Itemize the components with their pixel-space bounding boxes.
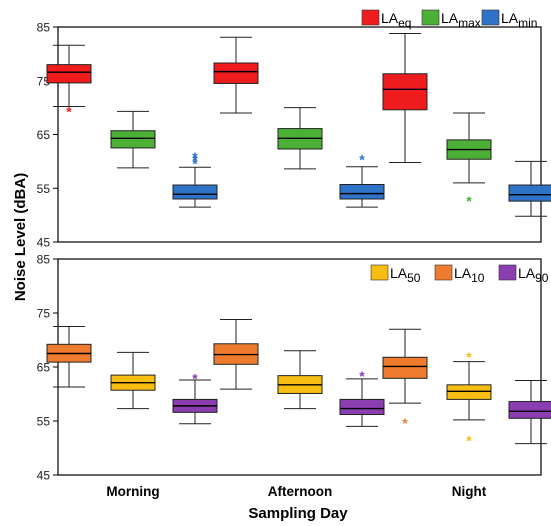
boxplot-la90-afternoon: * [339,368,385,427]
boxplot-lamin-afternoon: * [339,152,385,208]
box-iqr [46,64,92,84]
legend-label-lamax: LAmax [441,10,481,30]
outlier-marker: * [402,415,408,431]
legend-label-lamin: LAmin [501,10,537,30]
y-tick-label: 45 [37,236,51,250]
outlier-marker: * [66,103,72,119]
box-iqr [213,62,259,84]
y-tick-label: 65 [37,128,51,142]
legend-label-la90: LA90 [518,265,549,285]
boxplot-lamin-night [508,160,551,217]
box-iqr [382,73,428,111]
boxplot-la10-afternoon [213,318,259,390]
y-tick-label: 65 [37,361,51,375]
boxplot-laeq-morning: * [46,44,92,119]
x-category-label: Morning [106,484,159,499]
box-iqr [508,184,551,202]
outlier-marker: * [466,432,472,448]
boxplot-la10-morning [46,326,92,388]
outlier-marker: * [192,155,198,171]
box-iqr [446,384,492,400]
y-tick-label: 85 [37,253,51,267]
legend-swatch-lamax [421,9,440,26]
x-axis-label: Sampling Day [248,505,348,521]
boxplot-lamax-afternoon [277,107,323,170]
y-tick-label: 55 [37,182,51,196]
outlier-marker: * [466,349,472,365]
boxplot-la50-afternoon [277,350,323,410]
y-tick-label: 45 [37,469,51,483]
box-iqr [382,356,428,379]
legend-swatch-la90 [498,264,517,281]
boxplot-la90-morning: * [172,370,218,425]
x-category-label: Afternoon [268,484,333,499]
boxplot-lamax-night: * [446,112,492,209]
y-axis-label: Noise Level (dBA) [12,173,29,301]
y-tick-label: 55 [37,415,51,429]
legend: LA50 LA10 LA90 [370,264,549,285]
outlier-marker: * [359,152,365,168]
legend-swatch-laeq [361,9,380,26]
box-iqr [508,401,551,419]
legend-label-laeq: LAeq [381,10,411,30]
boxplot-la50-morning [110,351,156,410]
boxplot-la50-night: ** [446,349,492,448]
outlier-marker: * [192,149,198,165]
x-category-label: Night [452,484,487,499]
legend: LAeq LAmax LAmin [361,9,537,30]
box-iqr [110,130,156,149]
outlier-marker: * [359,368,365,384]
y-tick-label: 85 [37,21,51,35]
legend-label-la50: LA50 [390,265,421,285]
y-tick-label: 75 [37,307,51,321]
legend-label-la10: LA10 [454,265,485,285]
boxplot-la90-night [508,380,551,445]
outlier-marker: * [192,152,198,168]
boxplot-lamin-morning: *** [172,149,218,208]
boxplot-laeq-afternoon [213,36,259,114]
box-iqr [339,398,385,416]
boxplot-la10-night: * [382,328,428,431]
outlier-marker: * [192,370,198,386]
legend-swatch-la50 [370,264,389,281]
outlier-marker: * [466,193,472,209]
box-iqr [172,184,218,200]
boxplot-lamax-morning [110,110,156,169]
legend-swatch-lamin [481,9,500,26]
box-iqr [339,183,385,200]
boxplot-laeq-night [382,32,428,163]
legend-swatch-la10 [434,264,453,281]
